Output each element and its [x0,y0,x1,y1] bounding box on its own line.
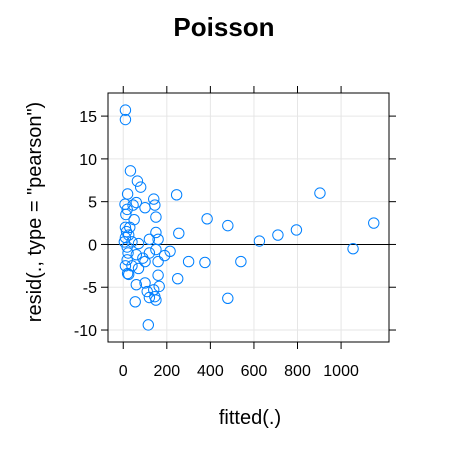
data-point [152,269,164,281]
data-point [143,291,156,304]
data-point [172,272,184,285]
data-point [139,201,151,214]
data-point [130,249,143,261]
data-point [132,262,145,275]
data-point [142,319,154,331]
data-point [368,217,380,229]
data-point [150,294,162,306]
data-point [272,229,284,241]
data-point [124,221,136,234]
data-point [150,226,162,239]
data-point [290,224,303,236]
data-point [153,280,165,293]
data-point [121,267,134,280]
data-point [222,219,234,232]
data-point [122,229,135,241]
y-tick-label: -5 [83,280,97,297]
data-point [170,189,183,201]
data-point [121,203,133,216]
data-point [131,175,144,187]
data-point [122,247,134,259]
data-point [119,231,132,244]
chart-title: Poisson [173,12,274,42]
data-point [121,241,133,253]
data-point [182,255,195,268]
data-point [119,104,132,116]
data-point [121,188,134,200]
x-axis-label: fitted(.) [219,407,281,429]
plot-frame [107,92,390,343]
data-point [143,233,156,246]
data-point [149,199,161,211]
data-point [235,255,247,268]
data-point [120,208,132,221]
data-point [128,213,140,226]
data-point [139,255,151,268]
y-tick-label: 10 [79,152,97,169]
y-tick-label: 0 [88,237,97,254]
data-point [314,187,326,199]
data-point [201,213,213,225]
data-point [139,277,151,289]
data-point [253,235,266,247]
data-point [152,255,164,268]
data-point [347,243,359,255]
data-point [129,296,141,308]
data-point [127,199,139,211]
data-point [134,181,147,193]
gridlines [108,93,389,342]
x-tick-label: 400 [197,363,224,380]
x-tick-label: 200 [153,363,180,380]
y-axis-label: resid(., type = "pearson") [24,102,46,322]
x-tick-label: 800 [284,363,311,380]
axis-ticks [101,86,396,349]
data-point [124,165,137,177]
y-tick-label: 5 [88,195,97,212]
data-point [148,193,160,205]
tick-labels: 0 200 400 600 800 1000 -10 -5 0 5 10 15 [74,109,359,380]
data-point [222,292,234,305]
x-tick-label: 1000 [323,363,359,380]
data-point [158,249,171,262]
data-point [130,196,143,209]
data-point [119,260,132,272]
y-tick-label: 15 [79,109,97,126]
data-point [150,211,162,223]
x-tick-label: 0 [119,363,128,380]
x-tick-label: 600 [241,363,268,380]
data-points [118,104,380,331]
data-point [122,268,135,281]
data-point [173,227,185,240]
data-point [132,237,145,250]
data-point [137,252,149,264]
data-point [119,113,132,126]
data-point [150,243,162,256]
y-tick-label: -10 [74,323,97,340]
data-point [130,278,143,291]
data-point [199,256,211,269]
